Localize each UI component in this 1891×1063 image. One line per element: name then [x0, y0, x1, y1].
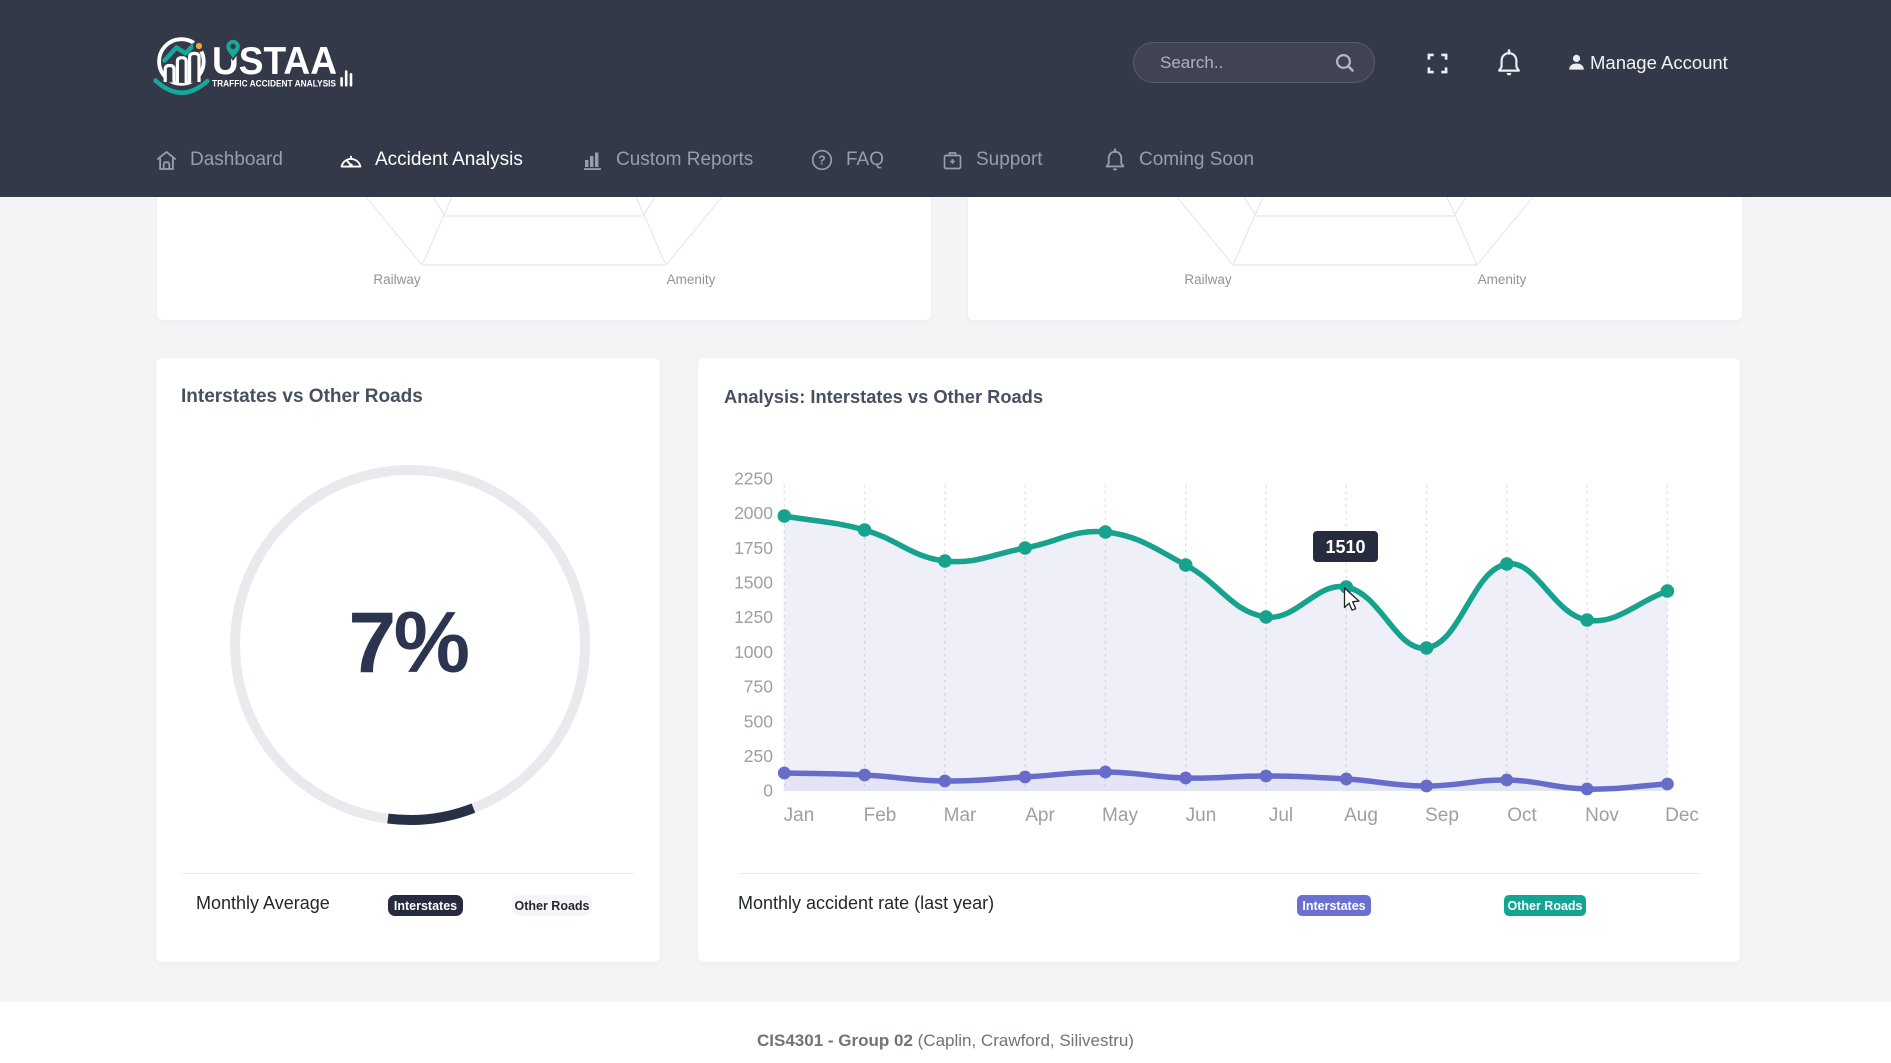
svg-text:2250: 2250 [734, 468, 773, 488]
svg-text:Feb: Feb [864, 805, 897, 826]
svg-text:Dec: Dec [1665, 805, 1699, 826]
svg-text:Sep: Sep [1425, 805, 1459, 826]
svg-text:Aug: Aug [1344, 805, 1378, 826]
svg-text:1000: 1000 [734, 642, 773, 662]
svg-text:Amenity: Amenity [667, 272, 716, 287]
svg-text:?: ? [818, 154, 826, 168]
svg-text:500: 500 [744, 711, 773, 731]
svg-text:Mar: Mar [944, 805, 977, 826]
svg-text:750: 750 [744, 677, 773, 697]
svg-text:1510: 1510 [1325, 537, 1365, 557]
svg-text:1250: 1250 [734, 607, 773, 627]
svg-text:TRAFFIC ACCIDENT ANALYSIS: TRAFFIC ACCIDENT ANALYSIS [212, 78, 336, 89]
svg-text:Jan: Jan [784, 805, 815, 826]
svg-text:Jun: Jun [1186, 805, 1217, 826]
svg-text:2000: 2000 [734, 503, 773, 523]
svg-text:May: May [1102, 805, 1138, 826]
svg-text:Oct: Oct [1507, 805, 1537, 826]
svg-text:Jul: Jul [1269, 805, 1293, 826]
svg-text:Nov: Nov [1585, 805, 1619, 826]
svg-text:Railway: Railway [1184, 272, 1232, 287]
svg-text:Apr: Apr [1025, 805, 1055, 826]
svg-text:250: 250 [744, 746, 773, 766]
svg-text:1750: 1750 [734, 538, 773, 558]
svg-text:Amenity: Amenity [1478, 272, 1527, 287]
svg-text:0: 0 [763, 781, 773, 801]
svg-text:1500: 1500 [734, 573, 773, 593]
svg-text:Railway: Railway [373, 272, 421, 287]
